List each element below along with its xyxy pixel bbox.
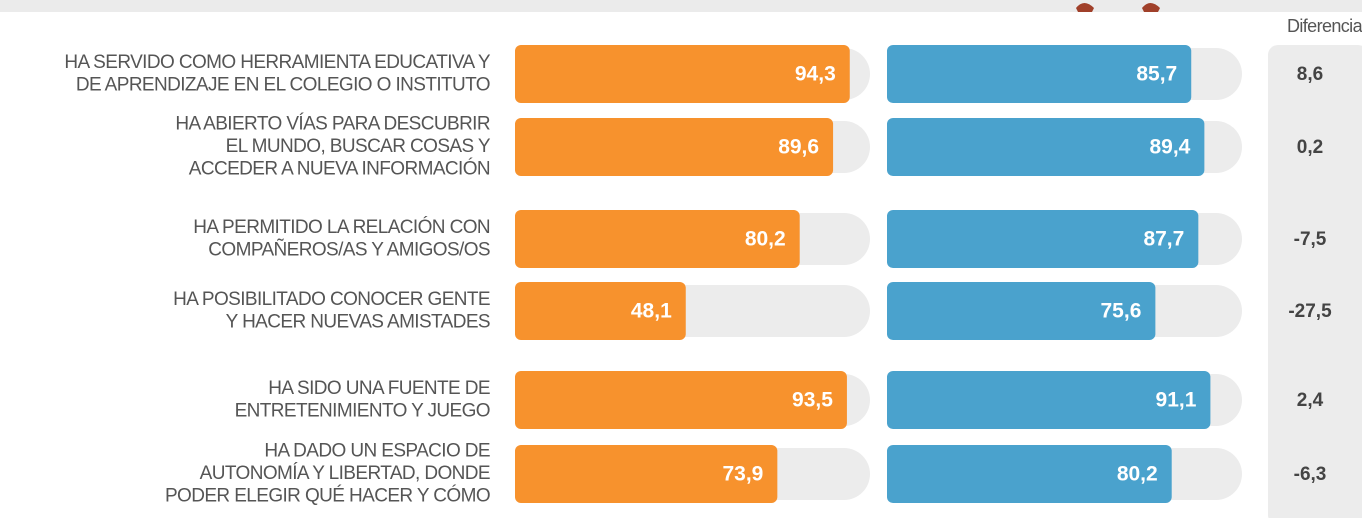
category-label: HA DADO UN ESPACIO DE <box>264 441 490 462</box>
value-label: 91,1 <box>1156 389 1197 412</box>
chart: Diferencia HA SERVIDO COMO HERRAMIENTA E… <box>0 0 1362 518</box>
value-label: 87,7 <box>1143 228 1184 251</box>
category-label: HA SIDO UNA FUENTE DE <box>268 378 490 399</box>
category-label: DE APRENDIZAJE EN EL COLEGIO O INSTITUTO <box>76 74 490 95</box>
difference-value: 2,4 <box>1297 390 1324 411</box>
value-label: 85,7 <box>1136 63 1177 86</box>
category-label: AUTONOMÍA Y LIBERTAD, DONDE <box>200 463 490 484</box>
category-label: HA POSIBILITADO CONOCER GENTE <box>173 289 490 310</box>
category-label: COMPAÑEROS/AS Y AMIGOS/OS <box>208 238 490 260</box>
difference-value: -6,3 <box>1294 464 1327 485</box>
difference-value: 8,6 <box>1297 64 1323 85</box>
value-label: 73,9 <box>722 463 763 486</box>
category-label: HA SERVIDO COMO HERRAMIENTA EDUCATIVA Y <box>64 52 491 73</box>
difference-value: 0,2 <box>1297 137 1323 158</box>
value-label: 89,6 <box>778 136 819 159</box>
difference-value: -7,5 <box>1294 229 1327 250</box>
value-label: 80,2 <box>1117 463 1158 486</box>
difference-value: -27,5 <box>1288 301 1332 322</box>
value-label: 89,4 <box>1149 136 1190 159</box>
category-label: PODER ELEGIR QUÉ HACER Y CÓMO <box>165 485 490 507</box>
difference-header: Diferencia <box>1287 16 1362 36</box>
value-label: 75,6 <box>1101 300 1142 323</box>
value-label: 93,5 <box>792 389 833 412</box>
value-label: 94,3 <box>795 63 836 86</box>
category-label: ACCEDER A NUEVA INFORMACIÓN <box>189 158 490 180</box>
value-label: 80,2 <box>745 228 786 251</box>
category-label: HA ABIERTO VÍAS PARA DESCUBRIR <box>175 114 490 135</box>
category-label: HA PERMITIDO LA RELACIÓN CON <box>193 216 490 238</box>
category-label: EL MUNDO, BUSCAR COSAS Y <box>226 136 491 157</box>
difference-panel <box>1268 45 1362 518</box>
value-label: 48,1 <box>631 300 672 323</box>
category-label: ENTRETENIMIENTO Y JUEGO <box>235 400 490 421</box>
category-label: Y HACER NUEVAS AMISTADES <box>226 311 490 332</box>
